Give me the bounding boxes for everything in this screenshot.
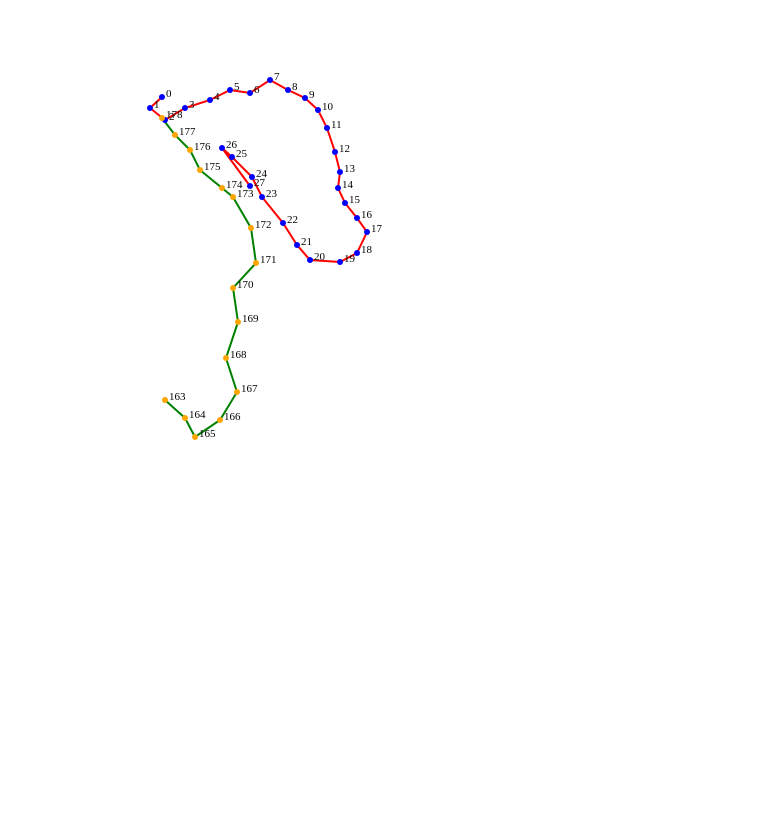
svg-text:165: 165 [199, 428, 216, 440]
svg-text:18: 18 [361, 244, 373, 256]
svg-text:12: 12 [339, 143, 350, 155]
svg-text:4: 4 [214, 91, 220, 103]
svg-text:172: 172 [255, 219, 272, 231]
svg-text:7: 7 [274, 71, 280, 83]
svg-text:175: 175 [204, 161, 221, 173]
svg-text:14: 14 [342, 179, 354, 191]
svg-text:170: 170 [237, 279, 254, 291]
svg-text:5: 5 [234, 81, 240, 93]
svg-text:17: 17 [371, 223, 383, 235]
svg-text:169: 169 [242, 313, 259, 325]
svg-text:10: 10 [322, 101, 334, 113]
svg-text:23: 23 [266, 188, 278, 200]
svg-text:0: 0 [166, 88, 172, 100]
svg-text:15: 15 [349, 194, 361, 206]
svg-text:167: 167 [241, 383, 258, 395]
svg-text:19: 19 [344, 253, 356, 265]
svg-text:163: 163 [169, 391, 186, 403]
svg-text:13: 13 [344, 163, 356, 175]
svg-text:11: 11 [331, 119, 342, 131]
svg-text:22: 22 [287, 214, 298, 226]
svg-text:8: 8 [292, 81, 298, 93]
svg-text:6: 6 [254, 84, 260, 96]
svg-text:166: 166 [224, 411, 241, 423]
svg-text:1: 1 [154, 99, 160, 111]
svg-text:26: 26 [226, 139, 238, 151]
svg-text:3: 3 [189, 99, 195, 111]
svg-text:27: 27 [254, 177, 266, 189]
svg-text:168: 168 [230, 349, 247, 361]
svg-text:25: 25 [236, 148, 248, 160]
svg-text:178: 178 [166, 109, 183, 121]
svg-text:16: 16 [361, 209, 373, 221]
svg-text:164: 164 [189, 409, 206, 421]
svg-text:177: 177 [179, 126, 196, 138]
svg-text:174: 174 [226, 179, 243, 191]
svg-text:171: 171 [260, 254, 277, 266]
svg-text:21: 21 [301, 236, 312, 248]
svg-text:9: 9 [309, 89, 315, 101]
svg-text:20: 20 [314, 251, 326, 263]
svg-text:176: 176 [194, 141, 211, 153]
